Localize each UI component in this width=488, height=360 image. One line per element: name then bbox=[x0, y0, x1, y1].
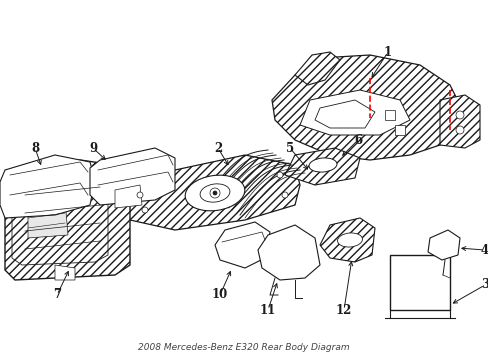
Polygon shape bbox=[271, 55, 459, 160]
Polygon shape bbox=[115, 185, 142, 208]
Polygon shape bbox=[384, 110, 394, 120]
Text: 2008 Mercedes-Benz E320 Rear Body Diagram: 2008 Mercedes-Benz E320 Rear Body Diagra… bbox=[138, 343, 349, 352]
Text: 1: 1 bbox=[383, 45, 391, 58]
Text: 10: 10 bbox=[211, 288, 228, 302]
Polygon shape bbox=[389, 255, 449, 310]
Text: 2: 2 bbox=[213, 141, 222, 154]
Circle shape bbox=[455, 111, 463, 119]
Polygon shape bbox=[5, 160, 130, 280]
Text: 9: 9 bbox=[89, 141, 97, 154]
Polygon shape bbox=[294, 52, 339, 85]
Polygon shape bbox=[0, 155, 95, 218]
Circle shape bbox=[137, 192, 142, 198]
Polygon shape bbox=[394, 125, 404, 135]
Polygon shape bbox=[299, 90, 409, 135]
Circle shape bbox=[209, 188, 220, 198]
Polygon shape bbox=[427, 230, 459, 260]
Polygon shape bbox=[90, 148, 175, 205]
Circle shape bbox=[142, 207, 148, 213]
Polygon shape bbox=[258, 225, 319, 280]
Text: 12: 12 bbox=[335, 303, 351, 316]
Text: 8: 8 bbox=[31, 141, 39, 154]
Ellipse shape bbox=[200, 184, 229, 202]
Polygon shape bbox=[12, 175, 108, 265]
Polygon shape bbox=[285, 148, 359, 185]
Polygon shape bbox=[215, 222, 269, 268]
Text: 4: 4 bbox=[480, 243, 488, 256]
Polygon shape bbox=[125, 155, 299, 230]
Polygon shape bbox=[314, 100, 374, 128]
Polygon shape bbox=[319, 218, 374, 262]
Circle shape bbox=[276, 172, 283, 178]
Ellipse shape bbox=[308, 158, 336, 172]
Ellipse shape bbox=[337, 233, 362, 247]
Polygon shape bbox=[28, 200, 68, 238]
Text: 3: 3 bbox=[480, 279, 488, 292]
Circle shape bbox=[213, 191, 217, 195]
Text: 6: 6 bbox=[353, 134, 361, 147]
Polygon shape bbox=[439, 95, 479, 148]
Polygon shape bbox=[55, 265, 75, 280]
Ellipse shape bbox=[185, 175, 244, 211]
Text: 11: 11 bbox=[259, 303, 276, 316]
Text: 5: 5 bbox=[285, 141, 293, 154]
Circle shape bbox=[455, 126, 463, 134]
Circle shape bbox=[282, 192, 287, 198]
Text: 7: 7 bbox=[53, 288, 61, 302]
